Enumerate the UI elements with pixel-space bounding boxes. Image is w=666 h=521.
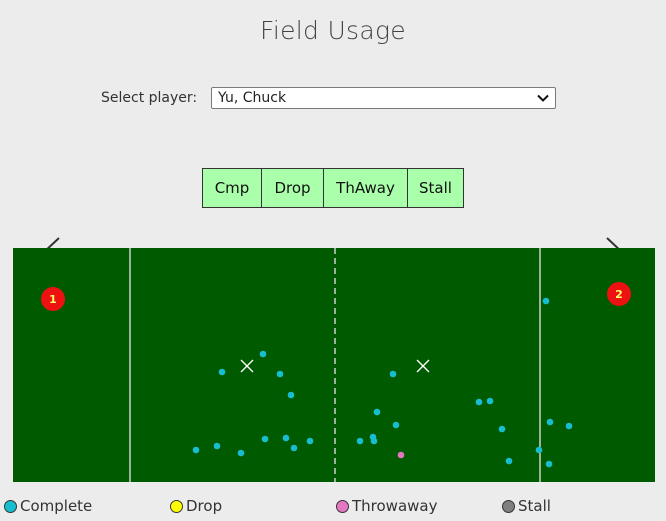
field-marker-2-label: 2 — [615, 288, 623, 301]
player-select-value: Yu, Chuck — [218, 90, 287, 106]
chevron-down-icon — [537, 94, 549, 102]
filter-drop-button[interactable]: Drop — [261, 168, 324, 208]
field-marker-1: 1 — [41, 287, 65, 311]
complete-point — [546, 418, 554, 426]
legend-drop: Drop — [170, 497, 222, 515]
complete-point — [389, 370, 397, 378]
complete-point — [259, 350, 267, 358]
legend-drop-label: Drop — [186, 497, 223, 515]
complete-point — [535, 446, 543, 454]
legend-complete: Complete — [4, 497, 92, 515]
legend-throwaway-label: Throwaway — [352, 497, 438, 515]
field-marker-1-label: 1 — [49, 293, 57, 306]
complete-point — [218, 368, 226, 376]
filter-cmp-button[interactable]: Cmp — [202, 168, 262, 208]
complete-point — [192, 446, 200, 454]
complete-point — [545, 460, 553, 468]
filter-thaway-button[interactable]: ThAway — [323, 168, 408, 208]
complete-point — [237, 449, 245, 457]
complete-point — [261, 435, 269, 443]
throwaway-point — [397, 451, 405, 459]
complete-point — [356, 437, 364, 445]
legend-throwaway: Throwaway — [336, 497, 437, 515]
event-filter-group: Cmp Drop ThAway Stall — [202, 168, 464, 208]
complete-point — [542, 297, 550, 305]
complete-point — [306, 437, 314, 445]
brick-mark-right — [416, 359, 430, 373]
legend-drop-swatch — [170, 499, 183, 513]
complete-point — [505, 457, 513, 465]
complete-point — [392, 421, 400, 429]
brick-mark-left — [240, 359, 254, 373]
legend: Complete Drop Throwaway Stall — [0, 497, 666, 517]
legend-stall-swatch — [502, 499, 515, 513]
complete-point — [373, 408, 381, 416]
complete-point — [290, 444, 298, 452]
legend-stall: Stall — [502, 497, 551, 515]
legend-complete-label: Complete — [20, 497, 93, 515]
legend-complete-swatch — [4, 499, 17, 513]
filter-stall-button[interactable]: Stall — [407, 168, 464, 208]
complete-point — [565, 422, 573, 430]
complete-point — [370, 437, 378, 445]
field-marker-2: 2 — [607, 282, 631, 306]
complete-points — [192, 297, 573, 468]
player-select[interactable]: Yu, Chuck — [211, 87, 556, 109]
complete-point — [486, 397, 494, 405]
complete-point — [475, 398, 483, 406]
page-title: Field Usage — [260, 16, 406, 45]
complete-point — [276, 370, 284, 378]
player-select-label: Select player: — [101, 90, 198, 106]
legend-throwaway-swatch — [336, 499, 349, 513]
complete-point — [213, 442, 221, 450]
field-map: 1 2 — [13, 248, 655, 482]
complete-point — [282, 434, 290, 442]
complete-point — [287, 391, 295, 399]
complete-point — [498, 425, 506, 433]
legend-stall-label: Stall — [518, 497, 551, 515]
